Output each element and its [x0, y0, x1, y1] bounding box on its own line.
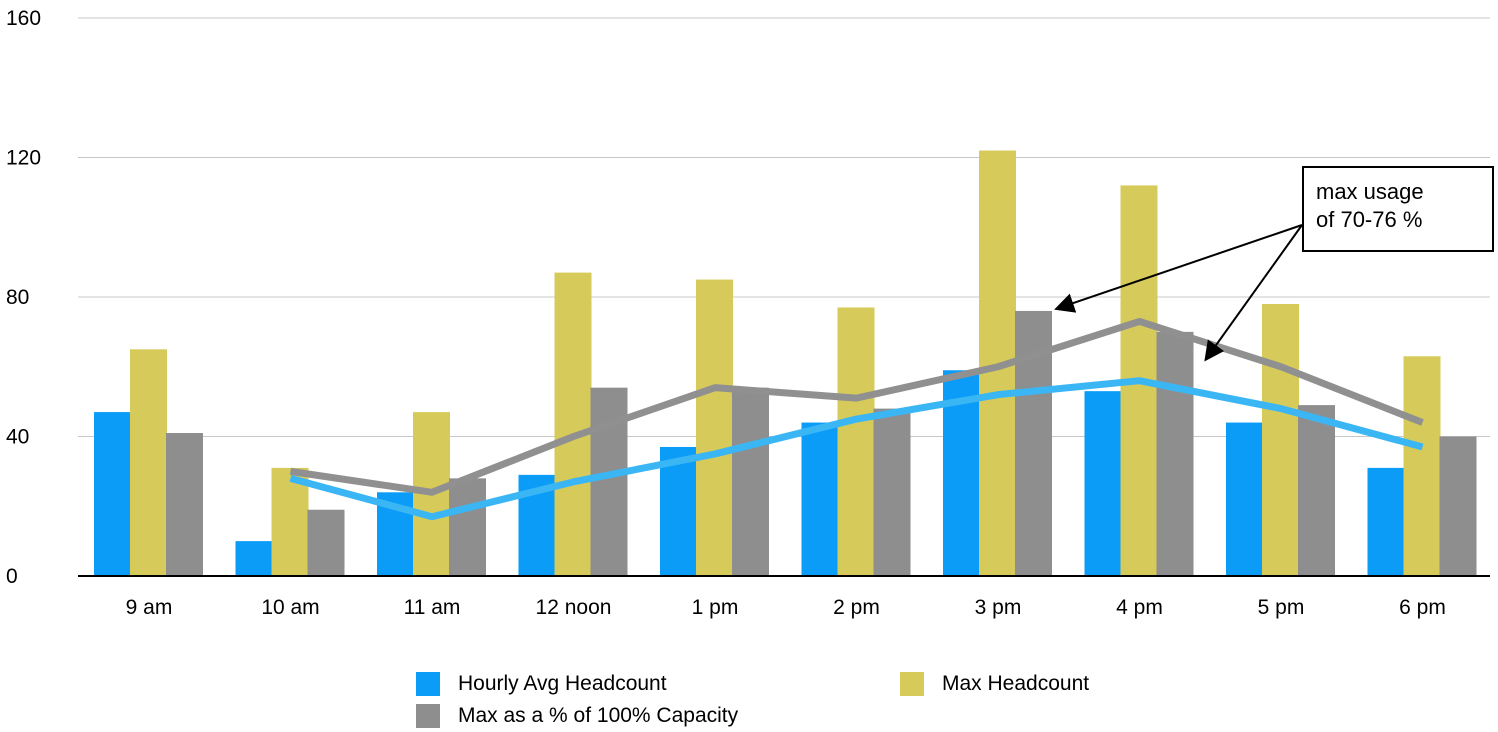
- annotation-arrows: [1054, 224, 1303, 362]
- bar-hourly-avg-headcount-6-pm: [1367, 467, 1405, 576]
- bar-max-as-a-of-100-capacity-11-am: [449, 478, 486, 576]
- y-tick-label-80: 80: [6, 286, 29, 309]
- bar-max-as-a-of-100-capacity-4-pm: [1156, 331, 1194, 576]
- y-axis-ticks: 0 40 80 120 160: [6, 7, 41, 588]
- y-tick-label-0: 0: [6, 565, 18, 588]
- bar-max-headcount-10-am: [271, 467, 309, 576]
- x-tick-label-10-am: 10 am: [261, 596, 319, 619]
- bar-max-as-a-of-100-capacity-1-pm: [732, 387, 769, 576]
- bar-max-headcount-1-pm: [696, 279, 733, 576]
- bar-max-headcount-9-am: [130, 349, 167, 576]
- x-tick-label-4-pm: 4 pm: [1116, 596, 1163, 619]
- y-tick-label-40: 40: [6, 426, 29, 449]
- bar-hourly-avg-headcount-10-am: [235, 541, 273, 576]
- bar-max-as-a-of-100-capacity-5-pm: [1298, 405, 1335, 576]
- x-tick-label-2-pm: 2 pm: [833, 596, 880, 619]
- annotation-line-1: max usage: [1316, 179, 1424, 204]
- annotation-line-2: of 70-76 %: [1316, 207, 1423, 232]
- x-tick-label-9-am: 9 am: [126, 596, 173, 619]
- annotation-arrow-4-pm: [1204, 224, 1303, 362]
- bar-hourly-avg-headcount-5-pm: [1226, 422, 1263, 576]
- bar-max-headcount-6-pm: [1403, 356, 1441, 576]
- x-tick-label-5-pm: 5 pm: [1258, 596, 1305, 619]
- x-tick-label-1-pm: 1 pm: [692, 596, 739, 619]
- annotation-arrow-3-pm: [1054, 224, 1303, 313]
- bar-max-as-a-of-100-capacity-9-am: [166, 433, 203, 576]
- x-tick-label-12-noon: 12 noon: [536, 596, 612, 619]
- y-tick-label-120: 120: [6, 147, 41, 170]
- bar-max-headcount-12-noon: [554, 272, 592, 576]
- bar-max-as-a-of-100-capacity-2-pm: [873, 408, 911, 576]
- x-tick-label-11-am: 11 am: [404, 596, 461, 619]
- y-tick-label-160: 160: [6, 7, 41, 30]
- trendline-hourly-avg-headcount: [289, 377, 1424, 521]
- bar-max-headcount-5-pm: [1262, 303, 1299, 576]
- bar-max-headcount-2-pm: [837, 307, 875, 576]
- trendline-max-as-a-of-100-capacity: [289, 317, 1424, 496]
- bar-max-as-a-of-100-capacity-6-pm: [1439, 436, 1477, 576]
- x-tick-label-6-pm: 6 pm: [1399, 596, 1446, 619]
- x-axis-ticks: 9 am 10 am 11 am 12 noon 1 pm 2 pm 3 pm 4 pm 5 p…: [78, 575, 1490, 619]
- bar-hourly-avg-headcount-9-am: [94, 412, 131, 576]
- bar-hourly-avg-headcount-1-pm: [660, 446, 697, 576]
- bar-max-as-a-of-100-capacity-12-noon: [590, 387, 628, 576]
- bars: [94, 150, 1477, 576]
- bar-hourly-avg-headcount-2-pm: [801, 422, 839, 576]
- bar-max-as-a-of-100-capacity-10-am: [307, 509, 345, 576]
- x-tick-label-3-pm: 3 pm: [975, 596, 1022, 619]
- bar-hourly-avg-headcount-4-pm: [1084, 391, 1122, 576]
- trendlines: [289, 317, 1424, 521]
- annotation-callout: max usage of 70-76 %: [1302, 166, 1494, 252]
